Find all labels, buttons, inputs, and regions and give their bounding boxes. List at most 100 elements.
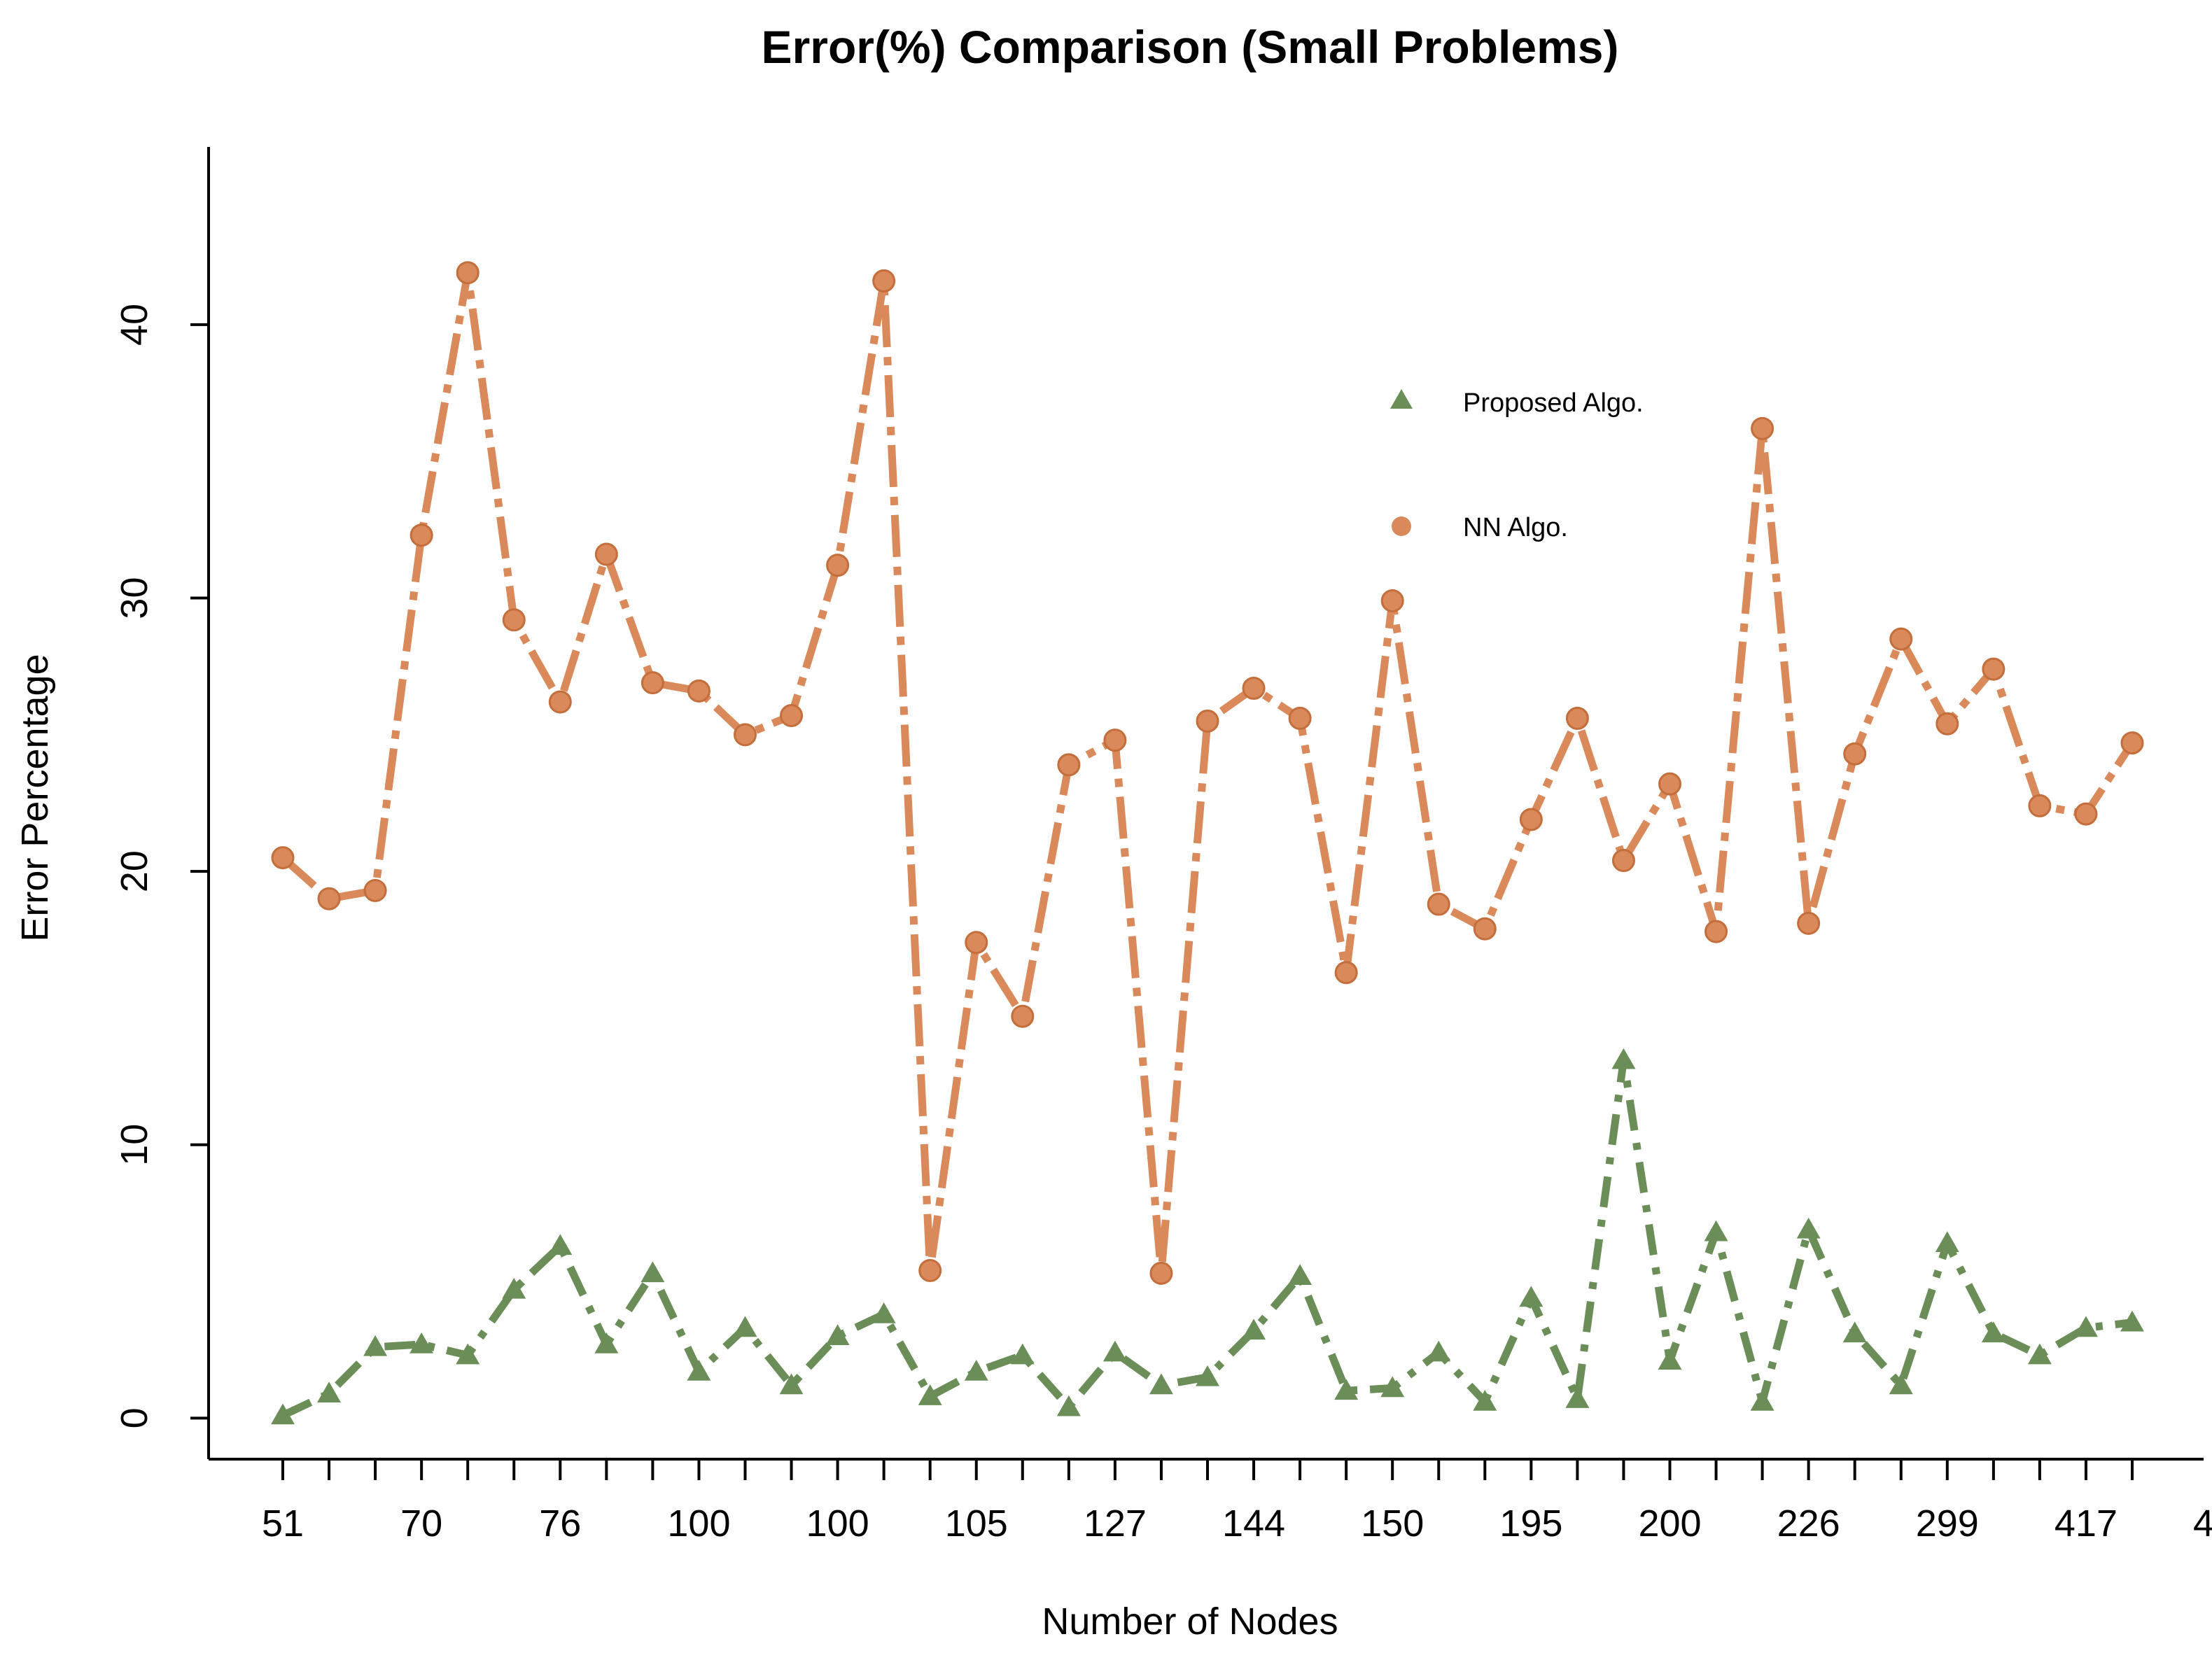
nn-algo-point <box>363 879 387 902</box>
x-tick-label: 226 <box>1777 1503 1840 1545</box>
x-tick-label: 105 <box>945 1503 1008 1545</box>
nn-algo-point <box>1334 961 1358 985</box>
y-tick-label-20: 20 <box>113 850 155 892</box>
proposed-algo-point <box>1056 1395 1081 1416</box>
proposed-algo-point <box>2073 1316 2098 1337</box>
legend-label-nn-algo: NN Algo. <box>1463 513 1568 542</box>
proposed-algo-point <box>1611 1048 1636 1069</box>
nn-algo-point <box>1473 917 1497 941</box>
legend-label-proposed-algo: Proposed Algo. <box>1463 388 1644 418</box>
nn-algo-point <box>1427 892 1450 916</box>
nn-algo-point <box>1704 920 1728 943</box>
nn-algo-point <box>2120 731 2144 755</box>
nn-algo-point <box>1982 657 2005 681</box>
x-tick-label: 195 <box>1499 1503 1562 1545</box>
proposed-algo-point <box>1519 1286 1544 1307</box>
proposed-algo-point <box>1842 1321 1867 1343</box>
nn-algo-point <box>640 671 664 695</box>
series-group <box>271 261 2144 1425</box>
x-axis-label: Number of Nodes <box>1042 1601 1338 1643</box>
nn-algo-point <box>872 269 896 293</box>
x-tick-label: 127 <box>1084 1503 1147 1545</box>
proposed-algo-point <box>594 1332 619 1353</box>
nn-algo-point <box>1797 911 1821 935</box>
proposed-algo-point <box>1010 1343 1035 1365</box>
nn-algo-line <box>280 269 2136 1277</box>
x-tick-label: 299 <box>1916 1503 1979 1545</box>
proposed-algo-point <box>1473 1389 1497 1411</box>
nn-algo-point <box>317 887 341 910</box>
proposed-algo-point <box>410 1332 434 1353</box>
nn-algo-point <box>1935 712 1959 736</box>
x-tick-label: 417 <box>2054 1503 2118 1545</box>
series-proposed-algo <box>271 1048 2144 1425</box>
axes: 0 10 20 30 40 51 70 76 100 100 105 127 144 150 195 200 2… <box>113 147 2212 1545</box>
proposed-algo-point <box>1981 1321 2005 1343</box>
proposed-algo-point <box>733 1316 757 1337</box>
proposed-algo-point <box>317 1381 342 1402</box>
proposed-algo-point <box>1935 1231 1959 1253</box>
nn-algo-point <box>2074 802 2098 826</box>
x-tick-label: 493 <box>2193 1503 2212 1545</box>
proposed-algo-point <box>1658 1349 1682 1370</box>
y-tick-label-30: 30 <box>113 577 155 619</box>
nn-algo-point <box>1611 849 1635 873</box>
y-axis-label: Error Percentage <box>14 654 56 941</box>
chart-title: Error(%) Comparison (Small Problems) <box>762 21 1619 73</box>
nn-algo-point <box>1843 742 1867 766</box>
nn-algo-point <box>548 690 572 714</box>
y-tick-label-10: 10 <box>113 1124 155 1166</box>
legend: Proposed Algo. NN Algo. <box>1390 388 1644 542</box>
y-tick-label-40: 40 <box>113 304 155 346</box>
nn-algo-point <box>1565 706 1589 730</box>
nn-algo-point <box>1380 589 1404 612</box>
nn-algo-point <box>410 523 433 547</box>
proposed-algo-point <box>964 1360 988 1381</box>
proposed-algo-point <box>363 1335 388 1356</box>
nn-algo-point <box>965 931 988 955</box>
x-tick-label: 70 <box>400 1503 442 1545</box>
proposed-algo-point <box>1380 1376 1405 1398</box>
proposed-algo-point <box>1102 1340 1127 1362</box>
proposed-algo-point <box>1796 1217 1821 1239</box>
nn-algo-point <box>594 542 618 566</box>
proposed-algo-point <box>1750 1389 1774 1411</box>
proposed-algo-point <box>687 1360 711 1381</box>
nn-algo-point <box>271 846 295 870</box>
nn-algo-point <box>1519 808 1543 831</box>
nn-algo-point <box>1288 706 1312 730</box>
proposed-algo-point <box>2120 1310 2144 1332</box>
x-tick-label: 200 <box>1638 1503 1701 1545</box>
nn-algo-point <box>1103 729 1127 752</box>
proposed-algo-point <box>1288 1264 1312 1286</box>
proposed-algo-point <box>1889 1373 1913 1395</box>
nn-algo-point <box>826 554 850 577</box>
nn-algo-point <box>2028 794 2052 817</box>
proposed-algo-point <box>1704 1220 1728 1242</box>
nn-algo-point <box>1149 1261 1173 1285</box>
series-nn-algo <box>271 261 2144 1285</box>
proposed-algo-point <box>918 1384 942 1405</box>
proposed-algo-point <box>640 1261 665 1283</box>
x-tick-label: 100 <box>806 1503 869 1545</box>
proposed-algo-point <box>456 1343 480 1365</box>
nn-algo-point <box>1196 709 1219 733</box>
nn-algo-point <box>1011 1004 1035 1028</box>
proposed-algo-point <box>2027 1343 2052 1365</box>
nn-algo-point <box>456 261 479 285</box>
x-tick-label: 51 <box>262 1503 304 1545</box>
nn-algo-point <box>502 608 526 632</box>
proposed-algo-point <box>825 1324 850 1345</box>
nn-algo-point <box>1242 676 1266 700</box>
legend-marker-proposed-algo <box>1390 389 1413 409</box>
legend-marker-nn-algo <box>1392 516 1411 536</box>
x-tick-label: 150 <box>1361 1503 1424 1545</box>
proposed-algo-point <box>1334 1379 1359 1400</box>
proposed-algo-point <box>1427 1340 1451 1362</box>
proposed-algo-point <box>779 1373 804 1395</box>
x-tick-label: 100 <box>667 1503 730 1545</box>
proposed-algo-point <box>548 1234 573 1256</box>
nn-algo-point <box>1889 627 1913 651</box>
x-tick-label: 144 <box>1222 1503 1285 1545</box>
